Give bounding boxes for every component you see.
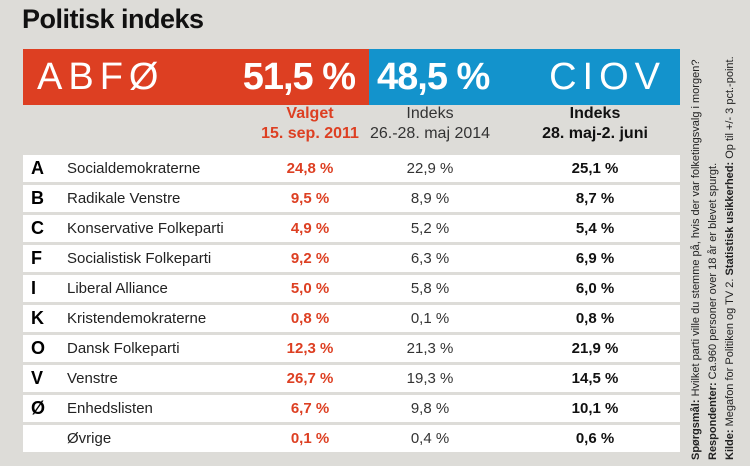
header-line: 15. sep. 2011 — [261, 125, 359, 142]
party-name: Enhedslisten — [67, 400, 153, 417]
value-indeks-current: 6,9 % — [575, 250, 615, 267]
value-valget: 9,5 % — [290, 190, 330, 207]
value-valget: 4,9 % — [290, 220, 330, 237]
party-letter: A — [31, 158, 44, 178]
blue-bloc: 48,5 % CIOV — [369, 49, 680, 105]
table-row: K Kristendemokraterne 0,8 % 0,1 % 0,8 % — [23, 305, 680, 332]
party-name: Radikale Venstre — [67, 190, 181, 207]
note-label: Statistisk usikkerhed: — [724, 161, 736, 276]
value-indeks-current: 6,0 % — [575, 280, 615, 297]
header-line: Valget — [286, 105, 334, 122]
value-valget: 12,3 % — [286, 340, 334, 357]
party-letter: F — [31, 248, 42, 268]
table-row: O Dansk Folkeparti 12,3 % 21,3 % 21,9 % — [23, 335, 680, 362]
value-indeks-prev: 9,8 % — [410, 400, 450, 417]
table-row: A Socialdemokraterne 24,8 % 22,9 % 25,1 … — [23, 155, 680, 182]
header-line: 28. maj-2. juni — [542, 125, 648, 142]
header-line: 26.-28. maj 2014 — [369, 125, 491, 142]
party-name: Venstre — [67, 370, 118, 387]
party-letter: I — [31, 278, 37, 298]
table-row: Ø Enhedslisten 6,7 % 9,8 % 10,1 % — [23, 395, 680, 422]
party-letter: O — [31, 338, 46, 358]
party-letter: C — [31, 218, 44, 238]
table-row: F Socialistisk Folkeparti 9,2 % 6,3 % 6,… — [23, 245, 680, 272]
note-text: Hvilket parti ville du stemme på, hvis d… — [690, 59, 702, 400]
header-line: Indeks — [406, 105, 454, 122]
party-name: Socialistisk Folkeparti — [67, 250, 212, 267]
red-bloc-label: ABFØ — [37, 56, 165, 98]
party-letter: V — [31, 368, 44, 388]
blue-bloc-label: CIOV — [549, 56, 666, 98]
value-indeks-current: 14,5 % — [571, 370, 619, 387]
value-indeks-prev: 0,1 % — [410, 310, 450, 327]
table-row: B Radikale Venstre 9,5 % 8,9 % 8,7 % — [23, 185, 680, 212]
value-indeks-prev: 5,8 % — [410, 280, 450, 297]
value-indeks-prev: 6,3 % — [410, 250, 450, 267]
table-row: C Konservative Folkeparti 4,9 % 5,2 % 5,… — [23, 215, 680, 242]
value-indeks-current: 10,1 % — [571, 400, 619, 417]
red-bloc: ABFØ 51,5 % — [23, 49, 369, 105]
party-name: Dansk Folkeparti — [67, 340, 180, 357]
party-letter: B — [31, 188, 44, 208]
value-indeks-prev: 8,9 % — [410, 190, 450, 207]
note-text: Megafon for Politiken og TV 2. — [724, 275, 736, 430]
value-indeks-prev: 0,4 % — [410, 430, 450, 447]
table-row: I Liberal Alliance 5,0 % 5,8 % 6,0 % — [23, 275, 680, 302]
note-label: Kilde: — [724, 429, 736, 460]
value-valget: 0,8 % — [290, 310, 330, 327]
value-valget: 26,7 % — [286, 370, 334, 387]
value-indeks-current: 0,6 % — [575, 430, 615, 447]
note-text: Ca.960 personer over 18 år er blevet spu… — [707, 162, 719, 383]
value-indeks-current: 21,9 % — [571, 340, 619, 357]
value-valget: 6,7 % — [290, 400, 330, 417]
blue-bloc-value: 48,5 % — [377, 56, 490, 98]
value-valget: 5,0 % — [290, 280, 330, 297]
value-indeks-current: 5,4 % — [575, 220, 615, 237]
footnote: Spørgsmål: Hvilket parti ville du stemme… — [688, 45, 739, 460]
page-title: Politisk indeks — [22, 4, 204, 34]
header-indeks-prev: Indeks 26.-28. maj 2014 — [345, 104, 515, 144]
party-name: Kristendemokraterne — [67, 310, 207, 327]
header-line: Indeks — [569, 105, 621, 122]
value-indeks-prev: 22,9 % — [406, 160, 454, 177]
red-bloc-value: 51,5 % — [242, 56, 356, 98]
party-name: Socialdemokraterne — [67, 160, 201, 177]
bloc-banner: ABFØ 51,5 % 48,5 % CIOV — [23, 49, 680, 105]
value-indeks-current: 0,8 % — [575, 310, 615, 327]
value-valget: 24,8 % — [286, 160, 334, 177]
party-name: Liberal Alliance — [67, 280, 168, 297]
value-indeks-prev: 21,3 % — [406, 340, 454, 357]
party-name: Øvrige — [67, 430, 112, 447]
value-valget: 0,1 % — [290, 430, 330, 447]
value-indeks-prev: 19,3 % — [406, 370, 454, 387]
value-valget: 9,2 % — [290, 250, 330, 267]
note-label: Spørgsmål: — [690, 399, 702, 460]
table-row: Øvrige 0,1 % 0,4 % 0,6 % — [23, 425, 680, 452]
note-label: Respondenter: — [707, 382, 719, 460]
header-valget: Valget 15. sep. 2011 — [225, 104, 395, 144]
value-indeks-current: 25,1 % — [571, 160, 619, 177]
table-row: V Venstre 26,7 % 19,3 % 14,5 % — [23, 365, 680, 392]
party-name: Konservative Folkeparti — [67, 220, 224, 237]
note-text: Op til +/- 3 pct.-point. — [724, 56, 736, 162]
party-letter: K — [31, 308, 44, 328]
header-indeks-current: Indeks 28. maj-2. juni — [510, 104, 680, 144]
value-indeks-prev: 5,2 % — [410, 220, 450, 237]
party-letter: Ø — [31, 398, 46, 418]
value-indeks-current: 8,7 % — [575, 190, 615, 207]
